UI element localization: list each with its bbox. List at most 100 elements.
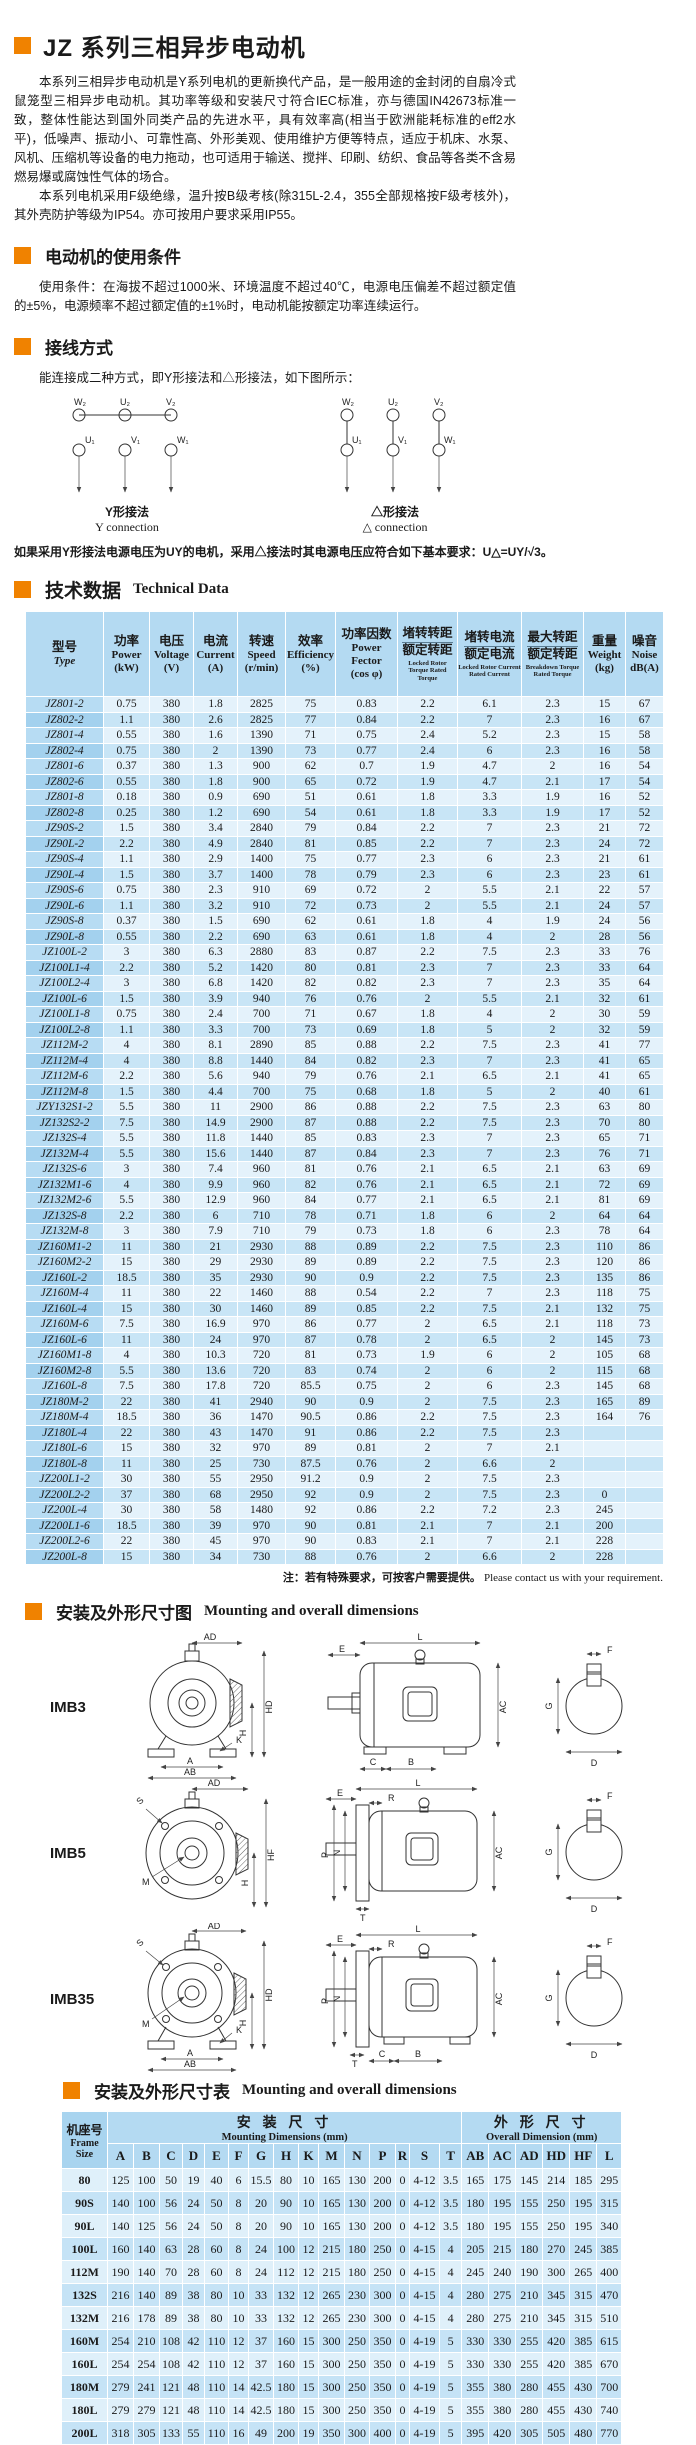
table-cell: 6 [193,1207,238,1224]
table-cell: 11 [103,1285,150,1302]
table-cell: 380 [149,727,194,744]
table-cell: 2.3 [397,1130,458,1147]
table-cell: 254 [107,2329,134,2353]
dim-label: P [320,1998,330,2004]
table-cell: JZ100L-2 [25,944,104,961]
table-cell: 7.4 [193,1161,238,1178]
table-cell: 380 [149,897,194,914]
table-cell: 49 [248,2421,274,2445]
table-row: JZ200L1-2 30 380 55 2950 91.2 0.9 2 7.5 2.3 [25,1471,664,1488]
table-cell: 215 [318,2237,345,2261]
table-cell: 2.2 [193,928,238,945]
table-row: 90L 140 125 56 24 50 8 20 90 10 165 130 200 0 4-12 3.5 1… [61,2214,623,2238]
table-cell: 40 [583,1083,626,1100]
table-cell: 2.2 [103,1068,150,1085]
table-cell: 16 [583,711,626,728]
column-letter: F [228,2143,249,2169]
table-cell: 81 [285,1161,336,1178]
table-cell: 2.1 [521,1440,584,1457]
table-cell: 0 [395,2283,410,2307]
table-cell: 2 [397,990,458,1007]
table-cell: JZ160M-6 [25,1316,104,1333]
table-cell: 740 [596,2398,623,2422]
table-cell: 7.5 [457,1037,522,1054]
table-cell: 5 [438,2421,463,2445]
table-cell: 700 [237,1006,286,1023]
table-row: JZ90S-8 0.37 380 1.5 690 62 0.61 1.8 4 1.9 24 56 [25,913,664,930]
table-cell: 15 [103,1300,150,1317]
table-cell: 3.3 [457,804,522,821]
table-cell: 88 [285,1285,336,1302]
table-cell: 4.9 [193,835,238,852]
table-cell: 2 [397,1378,458,1395]
dim-label: G [544,1702,554,1709]
col-voltage: 电压 Voltage (V) [149,611,194,697]
technical-data-table: 型号 Type 功率 Power (kW) 电压 Voltage (V) 电流 … [25,611,664,1565]
col-noise: 噪音 Noise dB(A) [625,611,664,697]
table-cell: JZ112M-6 [25,1068,104,1085]
table-cell: 6.6 [457,1455,522,1472]
wiring-heading-block: 接线方式 [14,334,696,359]
column-letter: A [107,2143,134,2169]
table-cell: 118 [583,1285,626,1302]
table-cell: 7 [457,835,522,852]
table-cell: 5.2 [457,727,522,744]
table-cell: 12 [298,2283,319,2307]
table-cell: 2.3 [521,1254,584,1271]
table-cell: 32 [193,1440,238,1457]
table-cell: 91.2 [285,1471,336,1488]
table-cell: 265 [569,2260,598,2284]
table-cell: 20 [248,2214,274,2238]
table-row: 200L 318 305 133 55 110 16 49 200 19 350 300 400 0 4-1… [61,2421,623,2445]
table-cell: 0.18 [103,789,150,806]
table-cell: 970 [237,1331,286,1348]
dim-label: N [332,1850,342,1857]
imb3-side-view: L E AC C B [327,1632,508,1772]
table-cell: 0 [395,2237,410,2261]
dim-label: AD [204,1632,217,1642]
table-cell: 60 [204,2260,229,2284]
table-cell: 2 [397,1393,458,1410]
table-cell: 86 [285,1099,336,1116]
imb35-side-view: P N L E R AC T C B [320,1924,504,2069]
table-cell: 62 [285,913,336,930]
table-cell: 250 [344,2375,370,2399]
table-cell: 395 [461,2421,490,2445]
table-cell: 380 [149,1037,194,1054]
table-cell: 0 [395,2306,410,2330]
table-cell: 2 [397,1316,458,1333]
table-row: JZ132M-8 3 380 7.9 710 79 0.73 1.8 6 2.3 78 64 [25,1223,664,1240]
table-cell: 1.1 [103,1021,150,1038]
table-cell: 1390 [237,742,286,759]
table-cell: 108 [159,2329,183,2353]
table-cell: 24 [248,2260,274,2284]
dim-label: H [238,1730,248,1737]
table-cell: 80 [273,2168,299,2192]
table-cell: JZ90S-4 [25,851,104,868]
dim-label: T [360,1913,366,1923]
table-cell: 900 [237,773,286,790]
table-cell: 2.6 [193,711,238,728]
table-cell: 38 [182,2283,205,2307]
table-row: JZ100L2-4 3 380 6.8 1420 82 0.82 2.3 7 2.3 35 64 [25,975,664,992]
table-cell: 71 [285,727,336,744]
table-cell: 2.2 [397,1269,458,1286]
table-cell: JZ90S-8 [25,913,104,930]
table-cell: 87 [285,1114,336,1131]
table-cell: 15 [298,2329,319,2353]
table-cell: 2.3 [521,1130,584,1147]
table-cell: 140 [107,2191,134,2215]
table-cell: 380 [149,1378,194,1395]
table-cell: 90 [273,2214,299,2238]
table-cell: 0.86 [335,1424,398,1441]
table-cell: 165 [318,2191,345,2215]
table-cell: 2 [397,1548,458,1565]
table-row: JZ100L1-4 2.2 380 5.2 1420 80 0.81 2.3 7 2.3 33 64 [25,959,664,976]
table-cell: 90S [61,2191,108,2215]
table-row: JZ100L2-8 1.1 380 3.3 700 73 0.69 1.8 5 2 32 59 [25,1021,664,1038]
table-cell: 13.6 [193,1362,238,1379]
table-cell: JZ180L-8 [25,1455,104,1472]
table-cell: 210 [515,2306,544,2330]
table-cell: 230 [344,2283,370,2307]
table-cell: 0.81 [335,1440,398,1457]
